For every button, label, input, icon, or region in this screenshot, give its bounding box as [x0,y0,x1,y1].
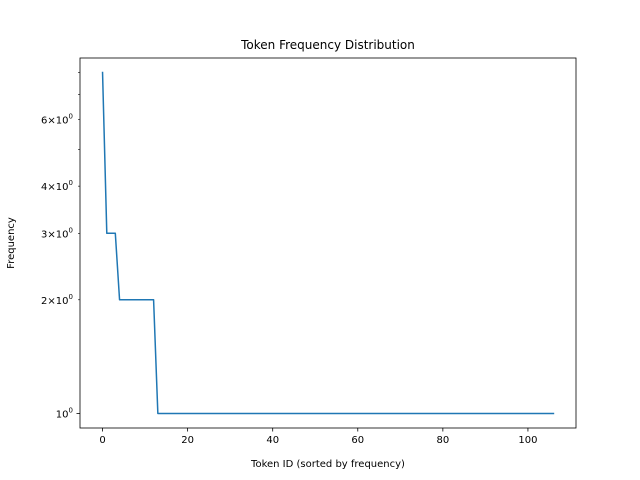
y-tick-label: 3×100 [41,226,73,240]
y-tick-exponent: 0 [69,406,73,414]
y-tick-label: 4×100 [41,179,73,193]
y-tick-times: × [47,296,55,307]
plot-area-background [80,58,576,428]
x-axis-ticks: 0 20 40 60 80 100 [99,428,537,446]
y-tick-exponent: 0 [69,226,73,234]
x-tick-label: 20 [181,435,194,446]
x-tick-label: 40 [266,435,279,446]
y-tick-multiplier: 6 [41,116,47,127]
y-tick-label: 100 [56,406,73,420]
y-tick-exponent: 0 [69,179,73,187]
y-tick-multiplier: 2 [41,296,47,307]
y-tick-label: 2×100 [41,293,73,307]
y-tick-times: × [47,229,55,240]
y-tick-multiplier: 4 [41,182,47,193]
y-tick-exponent: 0 [69,293,73,301]
plot-area-frame [79,57,577,429]
y-tick-base: 10 [56,296,69,307]
x-tick-label: 0 [99,435,105,446]
y-tick-multiplier: 3 [41,229,47,240]
y-axis-label: Frequency [6,217,17,269]
x-axis-label: Token ID (sorted by frequency) [250,459,405,470]
x-tick-label: 80 [436,435,449,446]
x-tick-label: 100 [518,435,537,446]
y-tick-label: 6×100 [41,113,73,127]
y-tick-base: 10 [56,182,69,193]
y-tick-base: 10 [56,116,69,127]
x-tick-label: 60 [351,435,364,446]
y-tick-exponent: 0 [69,113,73,121]
chart-title: Token Frequency Distribution [240,38,415,52]
series-layer [101,71,555,415]
y-tick-base: 10 [56,229,69,240]
series-line-0 [101,71,555,415]
y-tick-base: 10 [56,409,69,420]
y-tick-times: × [47,116,55,127]
y-tick-times: × [47,182,55,193]
